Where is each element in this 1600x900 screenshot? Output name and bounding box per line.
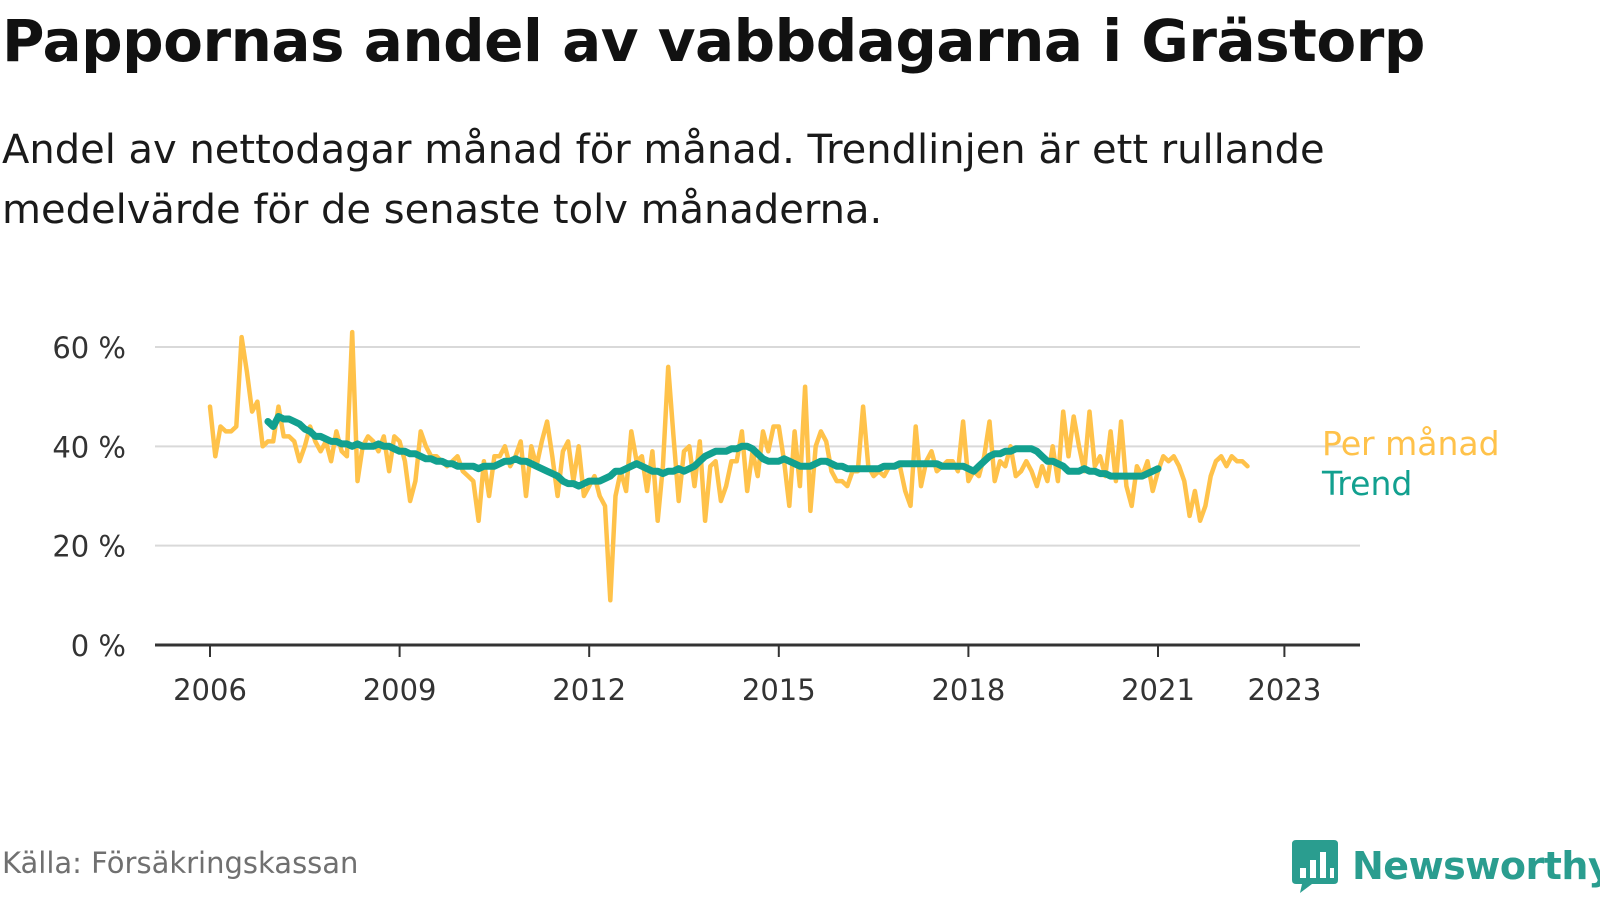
- x-tick-label: 2021: [1121, 673, 1195, 707]
- line-chart: 0 % 20 % 40 % 60 % 2006 2009 2012 2015 2018 2021 2…: [52, 329, 1500, 707]
- x-tick-label: 2012: [552, 673, 626, 707]
- x-tick-label: 2023: [1247, 673, 1321, 707]
- x-tick-label: 2009: [363, 673, 437, 707]
- source-note: Källa: Försäkringskassan: [2, 846, 359, 880]
- legend-label-per-manad: Per månad: [1322, 424, 1500, 463]
- legend-label-trend: Trend: [1321, 464, 1412, 503]
- x-tick-label: 2018: [931, 673, 1005, 707]
- bar-chart-speech-bubble-icon: [1292, 840, 1338, 893]
- series-line-per-manad: [207, 329, 1250, 603]
- x-tick-label: 2006: [173, 673, 247, 707]
- axes: 0 % 20 % 40 % 60 % 2006 2009 2012 2015 2018 2021 2…: [52, 331, 1360, 707]
- brand-logo[interactable]: Newsworthy: [1290, 838, 1600, 894]
- x-tick-label: 2015: [742, 673, 816, 707]
- y-tick-label: 60 %: [52, 331, 126, 365]
- chart-subtitle: Andel av nettodagar månad för månad. Tre…: [2, 127, 1325, 233]
- series-line-trend: [264, 413, 1162, 490]
- y-tick-label: 40 %: [52, 430, 126, 464]
- chart-title: Pappornas andel av vabbdagarna i Grästor…: [2, 7, 1425, 75]
- brand-name: Newsworthy: [1352, 844, 1600, 888]
- series-lines: [207, 329, 1250, 603]
- y-tick-label: 0 %: [71, 629, 126, 663]
- y-tick-label: 20 %: [52, 530, 126, 564]
